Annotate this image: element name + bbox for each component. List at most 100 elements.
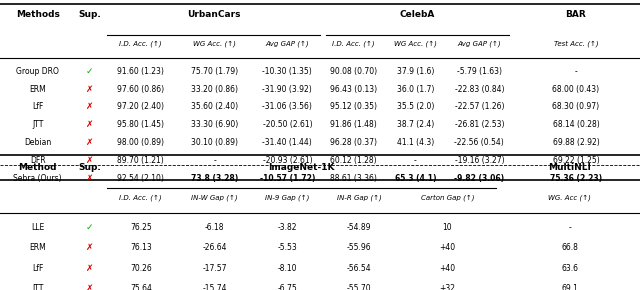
Text: -15.74: -15.74 [202, 284, 227, 290]
Text: 36.0 (1.7): 36.0 (1.7) [397, 85, 434, 94]
Text: Avg GAP (↑): Avg GAP (↑) [458, 41, 501, 47]
Text: Carton Gap (↑): Carton Gap (↑) [420, 194, 474, 201]
Text: -55.96: -55.96 [347, 243, 372, 252]
Text: Group DRO: Group DRO [17, 67, 59, 76]
Text: 33.30 (6.90): 33.30 (6.90) [191, 120, 238, 129]
Text: -26.81 (2.53): -26.81 (2.53) [454, 120, 504, 129]
Text: -8.10: -8.10 [278, 264, 297, 273]
Text: 68.14 (0.28): 68.14 (0.28) [552, 120, 600, 129]
Text: LfF: LfF [32, 264, 44, 273]
Text: Sebra (Ours): Sebra (Ours) [13, 174, 62, 183]
Text: 33.20 (0.86): 33.20 (0.86) [191, 85, 238, 94]
Text: 10: 10 [442, 223, 452, 232]
Text: -20.93 (2.61): -20.93 (2.61) [262, 156, 312, 165]
Text: +32: +32 [440, 284, 456, 290]
Text: IN-R Gap (↑): IN-R Gap (↑) [337, 194, 381, 201]
Text: Method: Method [19, 163, 57, 172]
Text: 90.08 (0.70): 90.08 (0.70) [330, 67, 377, 76]
Text: -56.54: -56.54 [347, 264, 372, 273]
Text: 95.12 (0.35): 95.12 (0.35) [330, 102, 377, 111]
Text: -17.57: -17.57 [202, 264, 227, 273]
Text: -: - [575, 67, 577, 76]
Text: +40: +40 [439, 264, 456, 273]
Text: CelebA: CelebA [400, 10, 435, 19]
Text: I.D. Acc. (↑): I.D. Acc. (↑) [120, 194, 162, 201]
Text: DFR: DFR [30, 156, 45, 165]
Text: 97.20 (2.40): 97.20 (2.40) [117, 102, 164, 111]
Text: ✓: ✓ [86, 67, 93, 76]
Text: 89.70 (1.21): 89.70 (1.21) [117, 156, 164, 165]
Text: 30.10 (0.89): 30.10 (0.89) [191, 138, 238, 147]
Text: JTT: JTT [32, 120, 44, 129]
Text: IN-W Gap (↑): IN-W Gap (↑) [191, 194, 238, 201]
Text: -6.18: -6.18 [205, 223, 225, 232]
Text: ✗: ✗ [86, 85, 93, 94]
Text: JTT: JTT [32, 284, 44, 290]
Text: ✗: ✗ [86, 138, 93, 147]
Text: -22.56 (0.54): -22.56 (0.54) [454, 138, 504, 147]
Text: 75.70 (1.79): 75.70 (1.79) [191, 67, 238, 76]
Text: 73.8 (3.28): 73.8 (3.28) [191, 174, 238, 183]
Text: LfF: LfF [32, 102, 44, 111]
Text: -3.82: -3.82 [278, 223, 297, 232]
Text: -9.82 (3.06): -9.82 (3.06) [454, 174, 504, 183]
Text: 41.1 (4.3): 41.1 (4.3) [397, 138, 434, 147]
Text: -10.57 (1.72): -10.57 (1.72) [260, 174, 315, 183]
Text: -20.50 (2.61): -20.50 (2.61) [262, 120, 312, 129]
Text: ✓: ✓ [86, 223, 93, 232]
Text: I.D. Acc. (↑): I.D. Acc. (↑) [332, 41, 375, 47]
Text: ✗: ✗ [86, 243, 93, 252]
Text: 38.7 (2.4): 38.7 (2.4) [397, 120, 434, 129]
Text: -: - [414, 156, 417, 165]
Text: +40: +40 [439, 243, 456, 252]
Text: -5.53: -5.53 [278, 243, 297, 252]
Text: 91.60 (1.23): 91.60 (1.23) [117, 67, 164, 76]
Text: ✗: ✗ [86, 174, 93, 183]
Text: -54.89: -54.89 [347, 223, 372, 232]
Text: WG. Acc (↑): WG. Acc (↑) [548, 194, 591, 201]
Text: -: - [213, 156, 216, 165]
Text: -19.16 (3.27): -19.16 (3.27) [454, 156, 504, 165]
Text: 91.86 (1.48): 91.86 (1.48) [330, 120, 377, 129]
Text: -10.30 (1.35): -10.30 (1.35) [262, 67, 312, 76]
Text: WG Acc. (↑): WG Acc. (↑) [193, 41, 236, 47]
Text: Avg GAP (↑): Avg GAP (↑) [266, 41, 309, 47]
Text: -26.64: -26.64 [202, 243, 227, 252]
Text: 69.88 (2.92): 69.88 (2.92) [552, 138, 600, 147]
Text: ERM: ERM [29, 243, 46, 252]
Text: ✗: ✗ [86, 102, 93, 111]
Text: 68.00 (0.43): 68.00 (0.43) [552, 85, 600, 94]
Text: 35.60 (2.40): 35.60 (2.40) [191, 102, 238, 111]
Text: -22.83 (0.84): -22.83 (0.84) [454, 85, 504, 94]
Text: Sup.: Sup. [78, 10, 101, 19]
Text: 76.13: 76.13 [130, 243, 152, 252]
Text: 69.22 (1.25): 69.22 (1.25) [552, 156, 600, 165]
Text: 60.12 (1.28): 60.12 (1.28) [330, 156, 377, 165]
Text: MultiNLI: MultiNLI [548, 163, 591, 172]
Text: 88.61 (3.36): 88.61 (3.36) [330, 174, 377, 183]
Text: 68.30 (0.97): 68.30 (0.97) [552, 102, 600, 111]
Text: 70.26: 70.26 [130, 264, 152, 273]
Text: Test Acc. (↑): Test Acc. (↑) [554, 41, 598, 47]
Text: ✗: ✗ [86, 264, 93, 273]
Text: -6.75: -6.75 [278, 284, 297, 290]
Text: 66.8: 66.8 [561, 243, 578, 252]
Text: 98.00 (0.89): 98.00 (0.89) [117, 138, 164, 147]
Text: 37.9 (1.6): 37.9 (1.6) [397, 67, 434, 76]
Text: 65.3 (4.1): 65.3 (4.1) [395, 174, 436, 183]
Text: -22.57 (1.26): -22.57 (1.26) [454, 102, 504, 111]
Text: 76.25: 76.25 [130, 223, 152, 232]
Text: ERM: ERM [29, 85, 46, 94]
Text: 92.54 (2.10): 92.54 (2.10) [117, 174, 164, 183]
Text: ✗: ✗ [86, 120, 93, 129]
Text: 97.60 (0.86): 97.60 (0.86) [117, 85, 164, 94]
Text: 75.36 (2.23): 75.36 (2.23) [550, 174, 602, 183]
Text: 35.5 (2.0): 35.5 (2.0) [397, 102, 434, 111]
Text: 63.6: 63.6 [561, 264, 578, 273]
Text: 95.80 (1.45): 95.80 (1.45) [117, 120, 164, 129]
Text: 75.64: 75.64 [130, 284, 152, 290]
Text: WG Acc. (↑): WG Acc. (↑) [394, 41, 436, 47]
Text: Sup.: Sup. [78, 163, 101, 172]
Text: I.D. Acc. (↑): I.D. Acc. (↑) [120, 41, 162, 47]
Text: -31.06 (3.56): -31.06 (3.56) [262, 102, 312, 111]
